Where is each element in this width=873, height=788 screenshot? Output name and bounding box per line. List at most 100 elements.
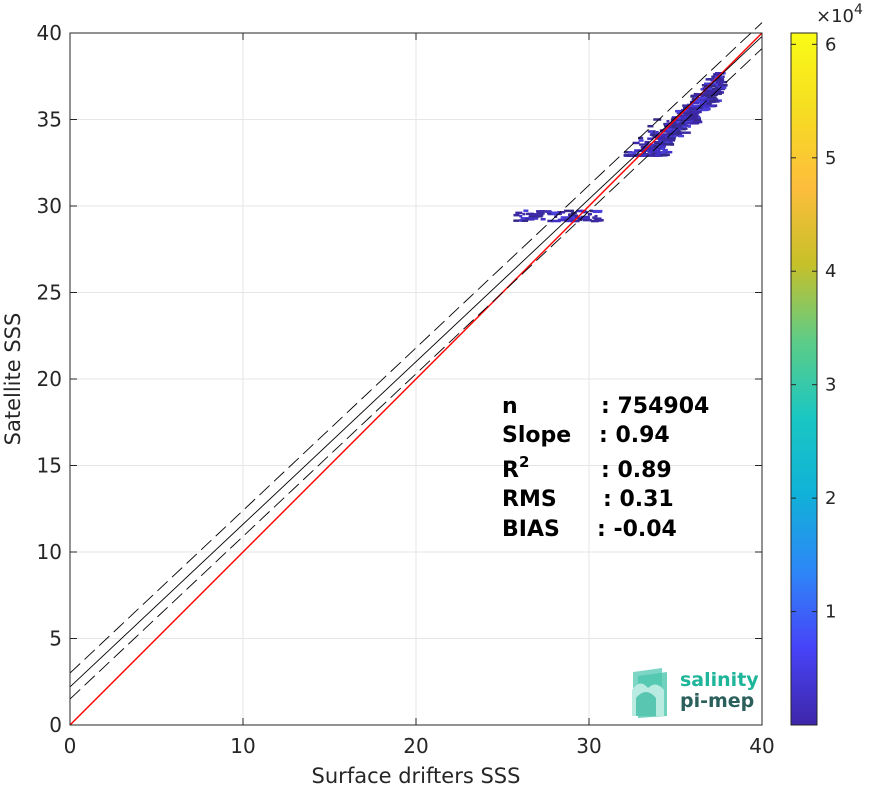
- density-cell: [692, 101, 699, 105]
- density-cell: [646, 154, 654, 157]
- density-cell: [703, 88, 707, 91]
- density-cell: [687, 125, 691, 128]
- density-cell: [651, 149, 661, 153]
- density-cell: [568, 213, 576, 216]
- density-cell: [550, 219, 561, 223]
- density-cell: [709, 83, 718, 86]
- density-cell: [638, 136, 644, 140]
- density-cell: [715, 78, 724, 81]
- density-cell: [540, 217, 546, 221]
- density-cell: [703, 89, 714, 93]
- stat-value: : 754904: [601, 394, 709, 419]
- density-cell: [671, 117, 677, 120]
- density-cell: [682, 125, 687, 128]
- density-cell: [513, 219, 520, 222]
- density-cell: [689, 111, 699, 114]
- density-cell: [641, 146, 652, 149]
- density-cell: [656, 152, 661, 156]
- density-cell: [594, 214, 598, 218]
- density-cell: [592, 209, 603, 213]
- density-cell: [634, 149, 641, 152]
- density-cell: [683, 119, 694, 123]
- x-axis-ticks: 0 10 20 30 40: [64, 33, 775, 758]
- y-tick-label: 0: [49, 713, 62, 737]
- density-cell: [660, 133, 671, 136]
- logo-mark-icon: [632, 668, 667, 718]
- density-cell: [684, 113, 688, 117]
- density-cell: [522, 219, 529, 223]
- density-cell: [663, 128, 673, 131]
- x-tick-label: 30: [576, 734, 601, 758]
- density-cell: [679, 127, 687, 131]
- density-cell: [649, 130, 653, 134]
- fit-lines: [69, 22, 763, 726]
- density-cell: [704, 82, 710, 86]
- density-cell: [689, 115, 698, 118]
- density-cell: [716, 76, 721, 80]
- density-cell: [520, 216, 530, 220]
- y-tick-label: 20: [37, 367, 62, 391]
- density-cell: [647, 137, 654, 140]
- density-cell: [689, 112, 699, 116]
- colorbar-tick-label: 3: [825, 375, 836, 396]
- density-cell: [694, 116, 701, 120]
- density-cell: [683, 127, 688, 130]
- density-cell: [694, 118, 702, 121]
- logo-text-pi-mep: pi-mep: [680, 690, 754, 712]
- density-cell: [699, 101, 706, 104]
- density-cell: [718, 86, 727, 89]
- stat-label: BIAS: [502, 517, 560, 542]
- density-cell: [557, 218, 565, 222]
- density-cell: [710, 93, 716, 97]
- density-cell: [587, 213, 591, 216]
- density-cell: [654, 154, 661, 157]
- density-cell: [623, 154, 628, 157]
- density-cell: [700, 107, 710, 110]
- density-cell: [708, 84, 716, 88]
- colorbar-tick-label: 2: [825, 488, 836, 509]
- density-cell: [668, 138, 673, 142]
- y-axis-ticks: 0 5 10 15 20 25 30 35 40: [37, 21, 762, 737]
- density-cell: [691, 108, 701, 112]
- colorbar-tick-label: 5: [825, 148, 836, 169]
- density-cell: [536, 212, 545, 215]
- density-cell: [705, 91, 715, 94]
- x-tick-label: 40: [749, 734, 774, 758]
- density-cell: [705, 93, 711, 97]
- density-cell: [631, 154, 636, 157]
- density-cell: [710, 79, 716, 82]
- density-cell: [595, 217, 602, 220]
- y-tick-label: 10: [37, 540, 62, 564]
- density-cell: [683, 111, 691, 115]
- x-axis-label: Surface drifters SSS: [312, 764, 521, 788]
- density-cell: [547, 219, 554, 223]
- density-cell: [651, 133, 659, 137]
- y-tick-label: 35: [37, 108, 62, 132]
- density-cell: [545, 210, 552, 214]
- density-cell: [688, 104, 698, 108]
- y-tick-label: 30: [37, 194, 62, 218]
- density-cell: [672, 125, 677, 129]
- density-cell: [679, 122, 686, 126]
- density-cell: [696, 110, 702, 114]
- density-cell: [707, 77, 713, 81]
- density-cell: [666, 120, 670, 123]
- density-cell: [695, 114, 699, 117]
- density-cell: [714, 92, 722, 96]
- density-cell: [694, 97, 705, 100]
- density-cell: [672, 134, 683, 137]
- y-tick-label: 5: [49, 627, 62, 651]
- density-cell: [672, 128, 677, 132]
- density-cell: [646, 147, 651, 151]
- density-cell: [643, 151, 647, 154]
- density-cell: [577, 218, 583, 222]
- density-cell: [539, 209, 545, 213]
- density-cell: [528, 215, 539, 219]
- density-cell: [716, 87, 726, 91]
- identity-line: [69, 32, 763, 726]
- density-cell: [564, 219, 575, 223]
- density-cell: [681, 131, 691, 134]
- density-cell: [711, 90, 719, 93]
- density-cell: [689, 109, 694, 112]
